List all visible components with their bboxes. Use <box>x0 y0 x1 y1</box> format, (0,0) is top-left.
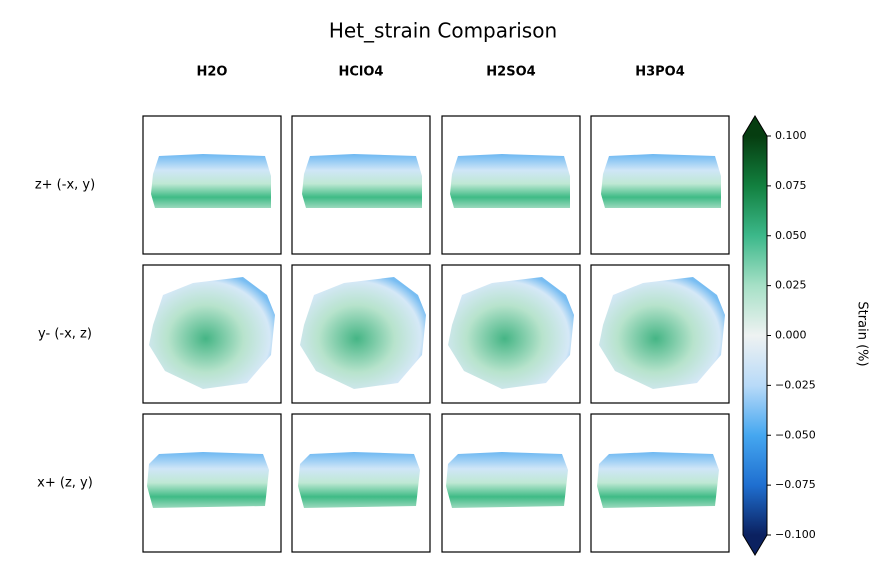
colorbar-tick-label: −0.050 <box>775 428 816 441</box>
heatmap-blob <box>601 154 721 208</box>
column-title: H2O <box>197 65 228 80</box>
heatmap-blob <box>300 277 426 389</box>
colorbar-tick-label: −0.025 <box>775 378 816 391</box>
colorbar-extend-top <box>743 116 767 136</box>
heatmap-blob <box>151 154 271 208</box>
panel-frame <box>142 413 282 553</box>
column-title: HClO4 <box>339 65 384 80</box>
colorbar-tick-label: 0.100 <box>775 129 807 142</box>
row-label: z+ (-x, y) <box>35 178 95 193</box>
panel-frame <box>590 115 730 255</box>
heatmap-blob <box>446 452 568 508</box>
panel-frame <box>441 115 581 255</box>
colorbar-label: Strain (%) <box>855 301 870 366</box>
panel-frame <box>142 115 282 255</box>
panel-frame <box>441 413 581 553</box>
colorbar-tick-label: 0.000 <box>775 329 807 342</box>
chart-title: Het_strain Comparison <box>329 19 557 43</box>
colorbar-tick-label: −0.075 <box>775 478 816 491</box>
panel-frame <box>590 413 730 553</box>
heatmap-blob <box>302 154 422 208</box>
column-title: H3PO4 <box>635 65 685 80</box>
colorbar-tick-label: 0.075 <box>775 179 807 192</box>
panel-frame <box>142 264 282 404</box>
heatmap-blob <box>448 277 574 389</box>
colorbar-extend-bottom <box>743 535 767 555</box>
heatmap-blob <box>599 277 725 389</box>
panel-frame <box>291 264 431 404</box>
panel-frame <box>441 264 581 404</box>
column-title: H2SO4 <box>486 65 535 80</box>
heatmap-blob <box>298 452 420 508</box>
colorbar-tick-label: 0.050 <box>775 229 807 242</box>
panel-frame <box>590 264 730 404</box>
heatmap-blob <box>450 154 570 208</box>
heatmap-blob <box>597 452 719 508</box>
colorbar-tick-label: 0.025 <box>775 279 807 292</box>
heatmap-blob <box>149 277 275 389</box>
row-label: x+ (z, y) <box>37 476 93 491</box>
panel-frame <box>291 115 431 255</box>
colorbar <box>743 136 767 535</box>
row-label: y- (-x, z) <box>38 327 92 342</box>
heatmap-blob <box>147 452 269 508</box>
colorbar-tick-label: −0.100 <box>775 528 816 541</box>
panel-frame <box>291 413 431 553</box>
